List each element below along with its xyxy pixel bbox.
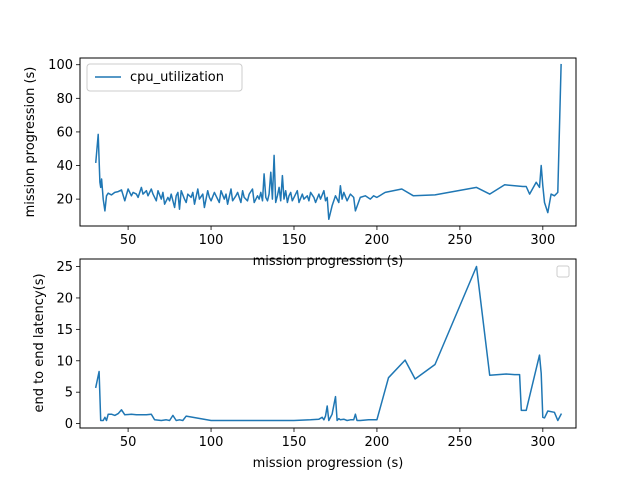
x-tick-label: 150	[282, 233, 307, 248]
y-ticks: 0 5 10 15 20 25	[56, 260, 80, 432]
x-axis-label: mission progression (s)	[253, 254, 404, 269]
legend-label: cpu_utilization	[130, 70, 224, 85]
y-tick-label: 5	[65, 386, 73, 401]
axes-frame	[79, 258, 577, 429]
series-line-0	[94, 265, 563, 422]
y-tick-label: 25	[56, 260, 73, 275]
x-axis-label: mission progression (s)	[253, 456, 404, 471]
x-tick-label: 100	[199, 233, 224, 248]
x-ticks: 50 100 150 200 250 300	[120, 226, 555, 248]
y-tick-label: 100	[48, 58, 73, 73]
y-tick-label: 20	[56, 193, 73, 208]
x-tick-label: 50	[120, 233, 137, 248]
x-tick-label: 250	[447, 435, 472, 450]
x-tick-label: 150	[282, 435, 307, 450]
y-tick-label: 60	[56, 125, 73, 140]
chart-marks	[94, 63, 562, 221]
y-axis-label: mission progression (s)	[23, 67, 38, 218]
x-tick-label: 200	[365, 435, 390, 450]
x-tick-label: 100	[199, 435, 224, 450]
legend: cpu_utilization	[86, 63, 243, 92]
y-tick-label: 40	[56, 159, 73, 174]
x-tick-label: 300	[530, 233, 555, 248]
x-tick-label: 50	[120, 435, 137, 450]
y-tick-label: 0	[65, 417, 73, 432]
x-ticks: 50 100 150 200 250 300	[120, 428, 555, 450]
axes-frame	[79, 57, 577, 227]
y-tick-label: 80	[56, 92, 73, 107]
y-tick-label: 10	[56, 354, 73, 369]
x-tick-label: 200	[365, 233, 390, 248]
subplot-cpu-utilization: 50 100 150 200 250 300 20 40 60 80 100 mission pr…	[23, 57, 577, 269]
y-ticks: 20 40 60 80 100	[48, 58, 80, 208]
legend-box	[86, 63, 243, 92]
chart-marks	[94, 265, 563, 422]
x-tick-label: 250	[447, 233, 472, 248]
subplot-latency: 50 100 150 200 250 300 0 5 10 15 20 25 mission pro…	[32, 258, 577, 471]
legend-box	[556, 265, 570, 278]
y-axis-label: end to end latency(s)	[32, 273, 47, 412]
x-tick-label: 300	[530, 435, 555, 450]
y-tick-label: 15	[56, 323, 73, 338]
y-tick-label: 20	[56, 291, 73, 306]
series-line-cpu-utilization	[94, 63, 562, 221]
